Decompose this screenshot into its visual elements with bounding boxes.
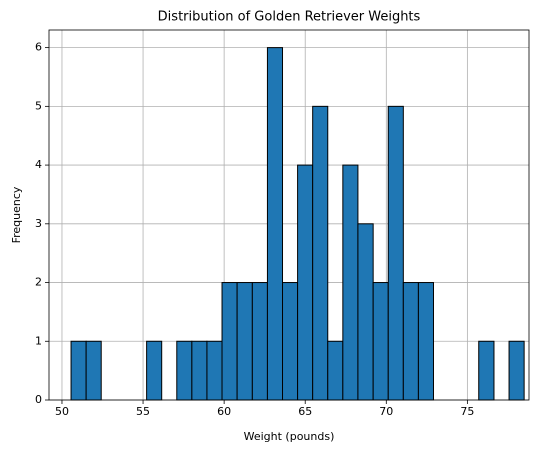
y-tick-label: 3: [35, 217, 42, 230]
bar: [266, 47, 284, 401]
bar: [251, 282, 268, 401]
bar: [387, 105, 404, 401]
bar: [85, 340, 102, 401]
bar: [221, 282, 238, 401]
bar: [478, 340, 495, 401]
bar: [372, 282, 389, 401]
bar: [176, 340, 193, 401]
bar: [357, 223, 374, 401]
x-tick-label: 55: [136, 405, 150, 418]
x-tick-label: 70: [379, 405, 393, 418]
plot-frame: [48, 29, 530, 401]
bar: [342, 164, 359, 401]
bar: [417, 282, 434, 401]
y-tick-label: 6: [35, 41, 42, 54]
x-tick-label: 65: [298, 405, 312, 418]
y-tick-label: 5: [35, 99, 42, 112]
bar: [70, 340, 87, 401]
y-tick-label: 0: [35, 393, 42, 406]
bar: [402, 282, 419, 401]
x-tick-label: 75: [460, 405, 474, 418]
bar: [282, 282, 299, 401]
bar: [236, 282, 253, 401]
y-axis-label: Frequency: [10, 186, 23, 243]
bar: [297, 164, 314, 401]
chart-title: Distribution of Golden Retriever Weights: [158, 10, 421, 25]
x-tick-label: 60: [217, 405, 231, 418]
bar: [191, 340, 208, 401]
x-axis-label: Weight (pounds): [244, 430, 335, 443]
bar: [312, 105, 329, 401]
bar: [327, 340, 344, 401]
y-tick-label: 2: [35, 276, 42, 289]
y-tick-label: 1: [35, 334, 42, 347]
y-tick-label: 4: [35, 158, 42, 171]
bar: [508, 340, 525, 401]
bar: [206, 340, 223, 401]
bar: [146, 340, 163, 401]
x-tick-label: 50: [55, 405, 69, 418]
